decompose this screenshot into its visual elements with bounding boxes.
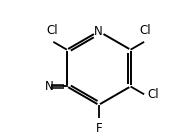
Text: F: F [95,122,102,135]
Text: N: N [44,80,53,93]
Text: Cl: Cl [147,88,159,101]
Text: Cl: Cl [47,24,58,37]
Text: Cl: Cl [139,24,151,37]
Text: N: N [94,25,103,38]
